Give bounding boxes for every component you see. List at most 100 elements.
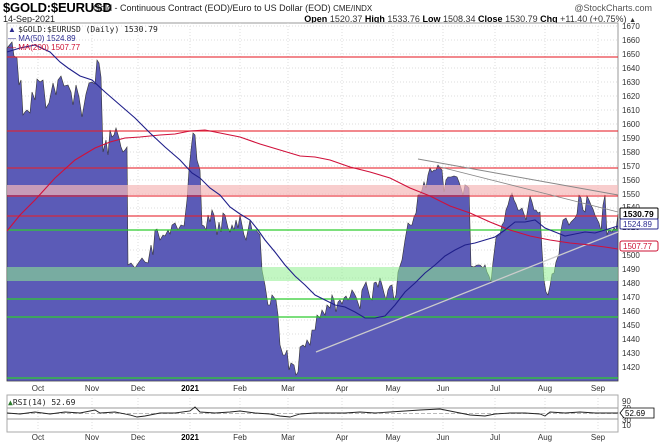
- svg-text:Dec: Dec: [131, 433, 145, 442]
- support-zone: [7, 267, 618, 281]
- svg-text:1550: 1550: [622, 190, 640, 199]
- chart-symbol: $GOLD:$EURUSD: [3, 0, 112, 15]
- svg-text:Sep: Sep: [591, 384, 606, 393]
- svg-text:1650: 1650: [622, 50, 640, 59]
- descending-trendline: [417, 158, 619, 196]
- chart-date: 14-Sep-2021: [3, 14, 56, 24]
- up-arrow-icon: ▲: [629, 17, 636, 24]
- svg-text:10: 10: [622, 421, 631, 430]
- svg-text:Jul: Jul: [490, 433, 500, 442]
- svg-text:2021: 2021: [181, 384, 199, 393]
- exchange-text: CME/INDX: [333, 4, 373, 13]
- ascending-trendline: [315, 231, 619, 353]
- ma200-line: [6, 129, 619, 250]
- low-label: Low: [422, 14, 441, 24]
- support-lines: [7, 229, 618, 379]
- chart-description: Gold - Continuous Contract (EOD)/Euro to…: [93, 3, 372, 13]
- svg-text:1630: 1630: [622, 78, 640, 87]
- svg-text:1470: 1470: [622, 293, 640, 302]
- x-axis: Oct Nov Dec 2021 Feb Mar Apr May Jun Jul Aug S…: [32, 384, 606, 393]
- svg-text:1450: 1450: [622, 321, 640, 330]
- description-text: Gold - Continuous Contract (EOD)/Euro to…: [93, 3, 331, 13]
- legend-ma200: — MA(200) 1507.77: [8, 43, 81, 52]
- svg-text:1420: 1420: [622, 363, 640, 372]
- svg-text:1500: 1500: [622, 251, 640, 260]
- legend-ma50: — MA(50) 1524.89: [8, 34, 76, 43]
- resistance-zone: [7, 185, 618, 195]
- svg-text:May: May: [385, 433, 400, 442]
- ma50-line: [6, 44, 619, 319]
- svg-text:1600: 1600: [622, 120, 640, 129]
- svg-text:Mar: Mar: [281, 384, 295, 393]
- ma50-badge-text: 1524.89: [623, 220, 652, 229]
- legend-ma50-text: MA(50) 1524.89: [18, 34, 76, 43]
- svg-text:1670: 1670: [622, 22, 640, 31]
- svg-text:Jun: Jun: [437, 384, 450, 393]
- svg-text:1440: 1440: [622, 335, 640, 344]
- open-value: 1520.37: [329, 14, 363, 24]
- ohlc-summary: Open 1520.37 High 1533.76 Low 1508.34 Cl…: [304, 14, 636, 24]
- svg-text:Apr: Apr: [336, 433, 349, 442]
- svg-text:Oct: Oct: [32, 384, 45, 393]
- svg-text:Aug: Aug: [538, 433, 552, 442]
- svg-text:1560: 1560: [622, 176, 640, 185]
- close-badge-text: 1530.79: [623, 209, 654, 219]
- svg-text:1580: 1580: [622, 148, 640, 157]
- svg-text:Apr: Apr: [336, 384, 349, 393]
- x-axis-bottom: Oct Nov Dec 2021 Feb Mar Apr May Jun Jul Aug S…: [32, 433, 606, 442]
- svg-text:Jul: Jul: [490, 384, 500, 393]
- rsi-line: [6, 406, 618, 418]
- legend-price-text: $GOLD:$EURUSD (Daily) 1530.79: [18, 25, 158, 34]
- rsi-icon: ▲: [8, 398, 13, 407]
- svg-text:1570: 1570: [622, 162, 640, 171]
- svg-text:1490: 1490: [622, 265, 640, 274]
- rsi-label-text: RSI(14) 52.69: [12, 398, 76, 407]
- svg-text:Aug: Aug: [538, 384, 552, 393]
- low-value: 1508.34: [442, 14, 476, 24]
- svg-text:90: 90: [622, 397, 631, 406]
- legend-price: ▲ $GOLD:$EURUSD (Daily) 1530.79: [8, 25, 158, 34]
- svg-text:Mar: Mar: [281, 433, 295, 442]
- svg-text:Feb: Feb: [233, 433, 247, 442]
- svg-text:Sep: Sep: [591, 433, 606, 442]
- ma50-badge: 1524.89: [619, 218, 659, 230]
- rsi-legend: ▲RSI(14) 52.69: [8, 398, 75, 407]
- svg-text:1660: 1660: [622, 36, 640, 45]
- chart-legend: ▲ $GOLD:$EURUSD (Daily) 1530.79 — MA(50)…: [8, 25, 158, 52]
- rsi-badge-text: 52.69: [625, 409, 646, 418]
- svg-text:30: 30: [622, 416, 631, 425]
- svg-text:Feb: Feb: [233, 384, 247, 393]
- legend-ma200-text: MA(200) 1507.77: [18, 43, 81, 52]
- descending-trendline-2: [439, 166, 619, 213]
- svg-text:1620: 1620: [622, 92, 640, 101]
- open-label: Open: [304, 14, 328, 24]
- svg-text:2021: 2021: [181, 433, 199, 442]
- area-icon: ▲: [8, 25, 16, 34]
- ma200-badge: 1507.77: [619, 240, 659, 252]
- high-value: 1533.76: [387, 14, 420, 24]
- svg-text:May: May: [385, 384, 400, 393]
- svg-text:Jun: Jun: [437, 433, 450, 442]
- ma200-badge-text: 1507.77: [623, 242, 652, 251]
- svg-text:1430: 1430: [622, 349, 640, 358]
- chg-label: Chg: [540, 14, 558, 24]
- high-label: High: [364, 14, 385, 24]
- close-label: Close: [478, 14, 503, 24]
- close-value: 1530.79: [505, 14, 538, 24]
- rsi-badge: 52.69: [619, 407, 655, 419]
- close-badge: 1530.79: [619, 207, 659, 220]
- svg-text:Dec: Dec: [131, 384, 145, 393]
- svg-text:1460: 1460: [622, 307, 640, 316]
- svg-text:1640: 1640: [622, 64, 640, 73]
- price-area: [6, 41, 619, 382]
- svg-text:1610: 1610: [622, 106, 640, 115]
- resistance-lines: [7, 56, 618, 217]
- svg-text:1590: 1590: [622, 134, 640, 143]
- svg-text:Oct: Oct: [32, 433, 45, 442]
- svg-text:Nov: Nov: [85, 433, 99, 442]
- svg-text:Nov: Nov: [85, 384, 99, 393]
- copyright: @StockCharts.com: [574, 3, 652, 13]
- svg-text:1480: 1480: [622, 279, 640, 288]
- y-axis: 1670 1660 1650 1640 1630 1620 1610 1600 1590…: [622, 22, 640, 372]
